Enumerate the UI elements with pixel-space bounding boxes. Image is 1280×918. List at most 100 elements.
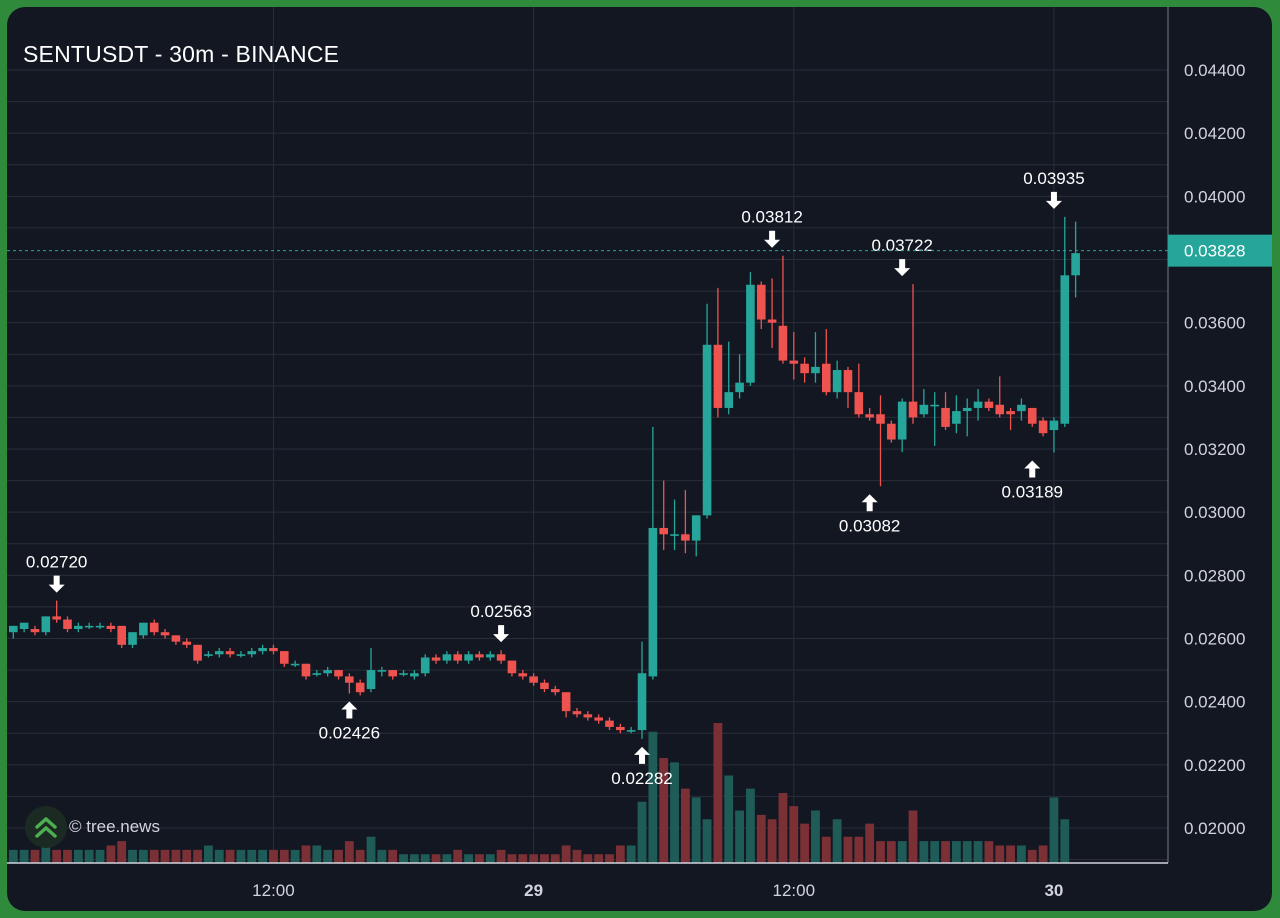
volume-bar [106, 845, 116, 863]
candle [702, 303, 712, 519]
y-tick-label: 0.02200 [1184, 756, 1245, 775]
candle [995, 376, 1005, 418]
volume-bar [561, 845, 571, 863]
volume-bar [41, 845, 51, 863]
candle [355, 679, 365, 696]
y-tick-label: 0.03200 [1184, 440, 1245, 459]
annotation-label: 0.02563 [470, 602, 531, 621]
annotation-label: 0.03722 [871, 236, 932, 255]
candle-body [84, 625, 94, 628]
volume-bar [485, 854, 495, 863]
candle-body [30, 629, 40, 633]
candle-body [854, 392, 864, 415]
candle [475, 651, 484, 661]
candle-body [301, 663, 311, 677]
volume-bar [800, 823, 810, 863]
volume-bar [269, 849, 278, 863]
candle [594, 714, 603, 724]
candle [789, 332, 799, 380]
arrow-up-icon [861, 494, 878, 512]
candle-body [897, 401, 907, 440]
candle-body [1071, 253, 1080, 276]
candle-body [583, 714, 593, 718]
candle [648, 426, 658, 680]
candle-body [388, 670, 397, 677]
volume-bar [312, 845, 322, 863]
volume-bar [182, 849, 192, 863]
candle [431, 654, 441, 664]
candle-body [908, 401, 918, 418]
candle [822, 328, 831, 396]
volume-bar [1038, 845, 1048, 863]
volume-bar [431, 854, 441, 863]
y-tick-label: 0.03600 [1184, 314, 1245, 333]
volume-bar [475, 854, 484, 863]
candle-body [1060, 275, 1070, 424]
candle-body [952, 411, 961, 424]
high-annotation: 0.03722 [871, 236, 933, 277]
candle [681, 490, 690, 554]
low-annotation: 0.02426 [319, 701, 380, 742]
volume-bar [442, 854, 452, 863]
candle [171, 635, 181, 645]
volume-bar [659, 758, 669, 863]
candle-body [366, 670, 376, 690]
candle-body [182, 641, 192, 645]
volume-bar [930, 841, 940, 863]
candle-body [453, 654, 463, 661]
y-tick-label: 0.02000 [1184, 819, 1245, 838]
candle-body [648, 527, 658, 677]
candle [1006, 407, 1015, 431]
candlestick-chart[interactable]: 0.02720 0.02426 0.02563 0.02282 0.03812 0.030… [7, 7, 1272, 911]
arrow-up-icon [634, 746, 651, 764]
candle [616, 723, 625, 734]
candle [529, 673, 538, 686]
volume-bar [464, 854, 473, 863]
candle-body [63, 619, 72, 630]
grid [7, 7, 1168, 863]
volume-bar [95, 849, 105, 863]
annotation-label: 0.03082 [839, 516, 900, 535]
candle [1017, 398, 1026, 421]
volume-bar [680, 788, 690, 863]
volume-bar [8, 849, 18, 863]
candle-body [345, 676, 354, 683]
candle [854, 363, 864, 418]
volume-bar [843, 836, 853, 863]
volume-bar [767, 819, 777, 863]
chart-frame: 0.02720 0.02426 0.02563 0.02282 0.03812 0.030… [7, 7, 1272, 911]
volume-bar [789, 806, 799, 863]
volume-bars [8, 723, 1070, 863]
candle [811, 332, 820, 383]
candle-body [106, 625, 116, 630]
candle [908, 284, 918, 424]
high-annotation: 0.03935 [1023, 169, 1085, 209]
volume-bar [713, 723, 723, 863]
candle [399, 670, 408, 677]
candle [106, 622, 116, 633]
double-chevron-up-icon [25, 806, 67, 848]
volume-bar [30, 849, 40, 863]
candle-body [507, 660, 517, 674]
candle-body [746, 284, 755, 383]
candle [420, 654, 430, 677]
candle [735, 354, 744, 399]
candle [897, 398, 907, 453]
candle-body [756, 284, 766, 320]
candle-body [95, 625, 105, 628]
candle [1027, 407, 1037, 427]
candle [551, 685, 560, 696]
candle [117, 625, 126, 648]
candle [778, 255, 788, 364]
candle-body [74, 625, 83, 630]
candle-body [551, 689, 560, 693]
x-tick-label: 12:00 [773, 881, 816, 900]
volume-bar [865, 823, 875, 863]
volume-bar [214, 849, 224, 863]
volume-bar [941, 841, 950, 863]
candle [746, 272, 755, 386]
candle-body [659, 527, 668, 535]
candle-body [865, 414, 874, 418]
candle [930, 392, 939, 446]
volume-bar [832, 819, 842, 863]
